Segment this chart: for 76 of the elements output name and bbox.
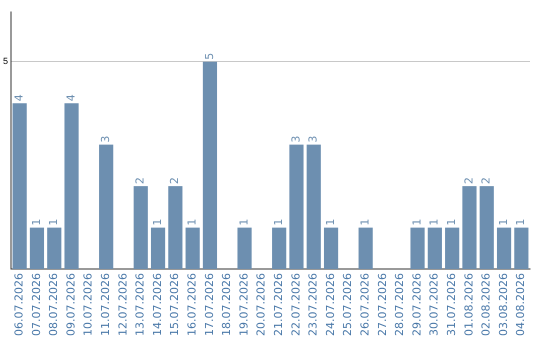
x-tick-label: 12.07.2026 xyxy=(116,273,130,336)
x-tick-label: 07.07.2026 xyxy=(30,273,43,336)
data-label: 1 xyxy=(324,218,337,226)
data-label: 1 xyxy=(410,218,424,226)
x-tick-label: 09.07.2026 xyxy=(64,273,78,336)
data-label: 3 xyxy=(289,136,302,143)
data-label: 1 xyxy=(445,218,458,226)
bar xyxy=(306,144,321,270)
x-tick-label: 10.07.2026 xyxy=(82,273,95,336)
x-tick-label: 01.08.2026 xyxy=(462,273,476,336)
bar xyxy=(134,186,148,270)
x-tick-label: 13.07.2026 xyxy=(134,273,147,336)
data-label: 3 xyxy=(306,136,320,143)
x-tick-label: 02.08.2026 xyxy=(480,273,493,336)
data-label: 2 xyxy=(134,177,147,184)
x-tick-label: 26.07.2026 xyxy=(358,273,372,336)
bar xyxy=(462,186,477,270)
x-tick-label: 18.07.2026 xyxy=(220,273,234,336)
data-label: 1 xyxy=(514,218,528,226)
bar xyxy=(514,228,528,270)
bar xyxy=(47,228,62,270)
x-tick-label: 15.07.2026 xyxy=(168,273,182,336)
bar xyxy=(237,228,252,270)
x-tick-label: 25.07.2026 xyxy=(341,273,354,336)
data-label: 1 xyxy=(237,218,250,226)
x-tick-label: 21.07.2026 xyxy=(272,273,286,336)
x-tick-label: 04.08.2026 xyxy=(514,273,528,336)
x-tick-label: 23.07.2026 xyxy=(306,273,320,336)
data-label: 1 xyxy=(47,218,60,226)
bar xyxy=(168,186,182,270)
data-label: 1 xyxy=(272,218,286,226)
data-label: 5 xyxy=(202,52,216,60)
data-label: 1 xyxy=(30,218,43,226)
data-label: 1 xyxy=(428,218,441,226)
x-tick-label: 22.07.2026 xyxy=(289,273,302,336)
x-tick-label: 17.07.2026 xyxy=(202,273,216,336)
bar xyxy=(186,228,200,270)
bar xyxy=(64,103,79,270)
x-tick-label: 08.07.2026 xyxy=(47,273,60,336)
x-tick-label: 27.07.2026 xyxy=(376,273,389,336)
bar xyxy=(150,228,166,270)
bar xyxy=(445,228,460,270)
bar xyxy=(272,228,286,270)
bar xyxy=(358,228,373,270)
data-label: 2 xyxy=(168,177,182,184)
data-label: 1 xyxy=(358,218,372,226)
x-tick-label: 16.07.2026 xyxy=(186,273,199,336)
bar xyxy=(410,228,425,270)
data-label: 1 xyxy=(186,218,199,226)
x-tick-label: 30.07.2026 xyxy=(428,273,441,336)
bar xyxy=(202,62,218,270)
x-tick-label: 20.07.2026 xyxy=(254,273,268,336)
x-tick-label: 11.07.2026 xyxy=(99,273,112,336)
bar xyxy=(30,228,44,270)
data-label: 4 xyxy=(12,94,26,102)
bar xyxy=(324,228,338,270)
bar xyxy=(480,186,494,270)
data-label: 2 xyxy=(462,177,476,184)
bar xyxy=(428,228,442,270)
bar xyxy=(289,144,304,270)
data-label: 3 xyxy=(99,136,112,143)
data-label: 4 xyxy=(64,94,78,102)
x-tick-label: 31.07.2026 xyxy=(445,273,458,336)
x-tick-label: 03.08.2026 xyxy=(496,273,510,336)
data-label: 1 xyxy=(150,218,164,226)
x-tick-label: 06.07.2026 xyxy=(12,273,26,336)
x-tick-label: 24.07.2026 xyxy=(324,273,337,336)
bar xyxy=(99,144,114,270)
data-label: 2 xyxy=(480,177,493,184)
x-tick-label: 14.07.2026 xyxy=(150,273,164,336)
bar xyxy=(496,228,512,270)
bar xyxy=(12,103,27,270)
x-tick-label: 28.07.2026 xyxy=(393,273,406,336)
data-label: 1 xyxy=(496,218,510,226)
x-tick-label: 29.07.2026 xyxy=(410,273,424,336)
x-tick-label: 19.07.2026 xyxy=(237,273,250,336)
